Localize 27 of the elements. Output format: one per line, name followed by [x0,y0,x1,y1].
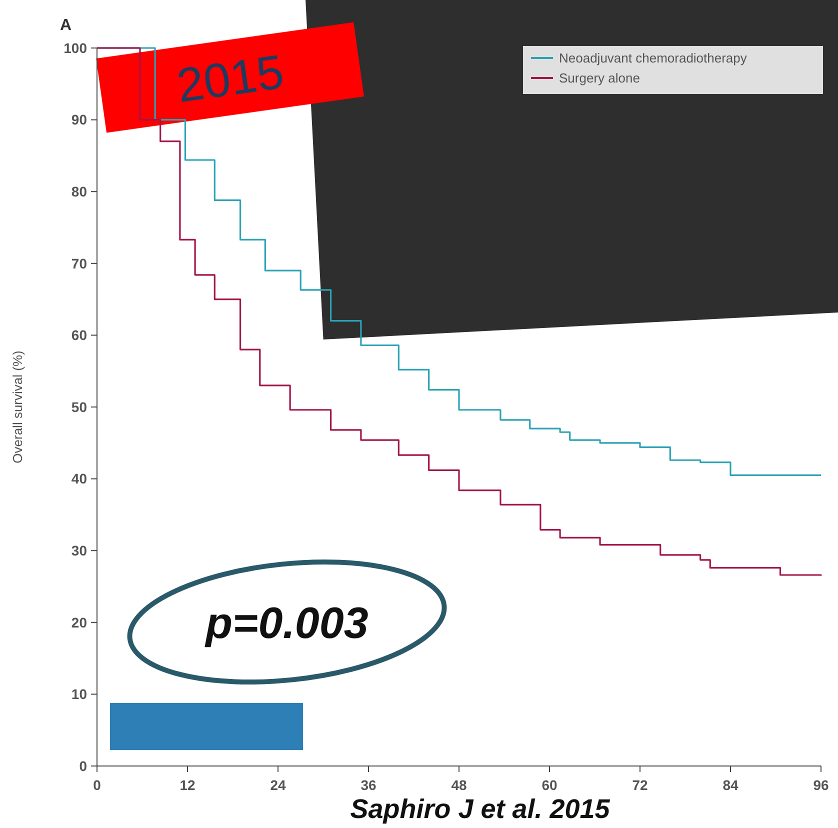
legend-label: Neoadjuvant chemoradiotherapy [559,50,748,66]
y-tick-label: 80 [71,184,88,200]
legend-label: Surgery alone [559,70,640,86]
x-tick-label: 60 [542,777,558,793]
annotation: 2015 [174,46,287,114]
x-tick-label: 36 [360,777,376,793]
text: Saphiro J et al. 2015 [350,794,611,824]
x-tick-label: 0 [93,777,102,793]
y-tick-label: 40 [71,470,88,487]
y-tick-label: 0 [79,758,88,774]
x-tick-label: 48 [451,777,467,793]
x-tick-label: 96 [813,777,829,793]
y-tick-label: 60 [71,327,88,344]
y-tick-label: 30 [71,542,88,558]
y-tick-label: 10 [71,686,88,702]
y-tick-label: 70 [71,255,88,272]
annotation: p=0.003 [204,599,368,648]
y-tick-label: 20 [71,614,88,630]
y-tick-label: 50 [71,398,88,415]
x-tick-label: 84 [722,777,738,793]
x-tick-label: 12 [180,777,196,793]
y-tick-label: 90 [71,112,88,128]
chart-title: A [60,17,72,34]
y-tick-label: 100 [64,40,88,56]
y-axis-title: Overall survival (%) [10,350,25,464]
x-tick-label: 24 [270,777,286,793]
x-tick-label: 72 [632,777,648,793]
